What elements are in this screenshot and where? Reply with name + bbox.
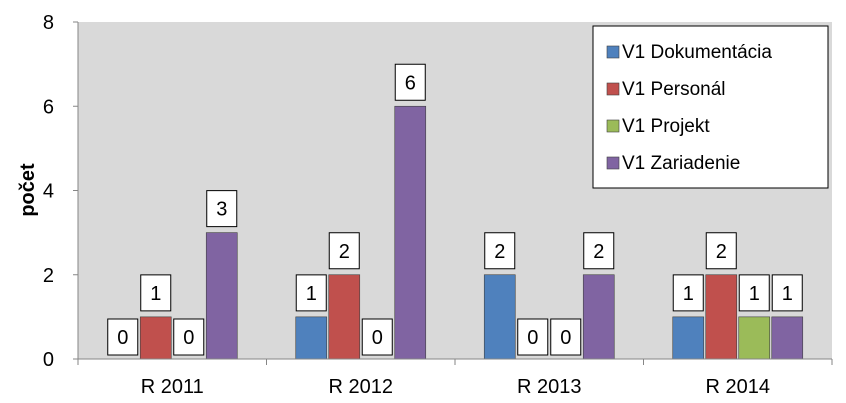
y-tick-label: 6 — [43, 96, 54, 118]
data-label-box — [206, 190, 238, 228]
data-label-box — [550, 318, 582, 356]
data-label: 6 — [405, 72, 416, 94]
data-label-box — [394, 63, 426, 101]
y-axis-ticks: 0 2 4 6 8 — [43, 12, 79, 371]
legend-label: V1 Zariadenie — [622, 153, 740, 174]
y-tick-label: 4 — [43, 181, 54, 203]
data-label: 1 — [683, 283, 694, 305]
x-category-label: R 2014 — [706, 376, 771, 398]
data-label-box — [361, 318, 393, 356]
bar — [672, 316, 705, 360]
data-label-box — [583, 232, 615, 270]
bar — [483, 274, 516, 360]
legend-label: V1 Projekt — [622, 116, 710, 137]
data-label-box — [140, 274, 172, 312]
y-tick-label: 8 — [43, 12, 54, 34]
x-category-label: R 2013 — [517, 376, 582, 398]
y-tick-label: 0 — [43, 349, 54, 371]
legend-swatch — [606, 119, 620, 133]
data-label: 1 — [150, 283, 161, 305]
data-label: 0 — [372, 327, 383, 349]
bar — [328, 274, 361, 360]
x-category-label: R 2011 — [141, 376, 204, 398]
bar — [394, 105, 427, 360]
data-label: 0 — [117, 327, 128, 349]
data-label-box — [107, 318, 139, 356]
data-label-box — [173, 318, 205, 356]
data-label: 0 — [560, 327, 571, 349]
data-label-box — [705, 232, 737, 270]
y-axis-title: počet — [17, 163, 39, 217]
data-label-box — [738, 274, 770, 312]
data-label: 2 — [494, 241, 505, 263]
data-label: 1 — [306, 283, 317, 305]
data-label: 1 — [749, 283, 760, 305]
legend: V1 Dokumentácia V1 Personál V1 Projekt V1 Z… — [592, 25, 829, 189]
data-label-box — [672, 274, 704, 312]
y-tick-label: 2 — [43, 265, 54, 287]
legend-box — [592, 25, 829, 189]
legend-label: V1 Dokumentácia — [622, 42, 772, 63]
data-label-box — [295, 274, 327, 312]
data-label: 0 — [527, 327, 538, 349]
data-label: 2 — [593, 241, 604, 263]
legend-swatch — [606, 82, 620, 96]
data-label-box — [328, 232, 360, 270]
data-label-box — [517, 318, 549, 356]
bar — [139, 316, 172, 360]
data-label-box — [484, 232, 516, 270]
bar — [295, 316, 328, 360]
bar — [205, 232, 238, 360]
legend-label: V1 Personál — [622, 79, 726, 100]
data-label: 2 — [339, 241, 350, 263]
data-label: 2 — [716, 241, 727, 263]
bar — [771, 316, 804, 360]
x-axis-categories: R 2011 R 2012 R 2013 R 2014 — [77, 359, 833, 398]
bar — [738, 316, 771, 360]
data-label: 3 — [216, 199, 227, 221]
legend-swatch — [606, 45, 620, 59]
x-category-label: R 2012 — [329, 376, 394, 398]
data-label: 1 — [782, 283, 793, 305]
legend-swatch — [606, 156, 620, 170]
bar — [582, 274, 615, 360]
data-label-box — [771, 274, 803, 312]
data-label: 0 — [183, 327, 194, 349]
bars — [139, 105, 804, 360]
bar — [705, 274, 738, 360]
